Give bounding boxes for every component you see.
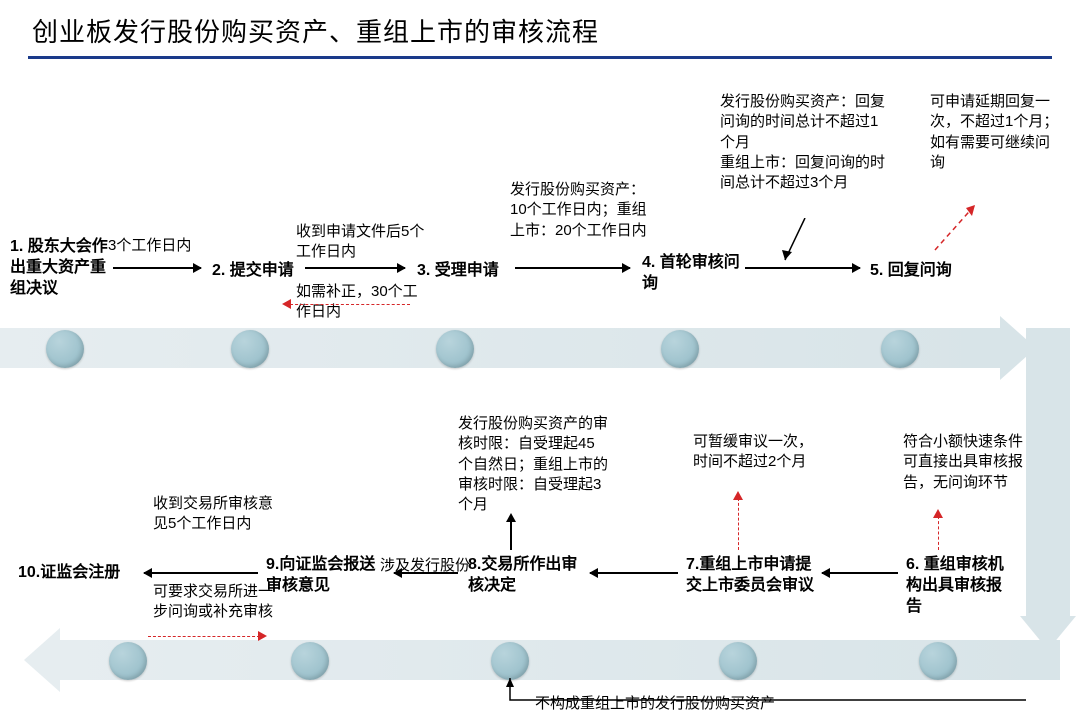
node-7 [719,642,757,680]
step-5-label: 5. 回复问询 [870,261,952,282]
timeline-bottom [60,640,1060,680]
note-8-9: 涉及发行股份 [380,556,470,576]
note-6-top: 符合小额快速条件可直接出具审核报告，无问询环节 [903,432,1033,493]
dash-10-9-head [258,631,267,641]
black-8-up [510,520,512,550]
arrow-2-3 [305,267,405,269]
node-3 [436,330,474,368]
dash-6-up-head [933,509,943,518]
note-8-top: 发行股份购买资产的审核时限：自受理起45个自然日；重组上市的审核时限：自受理起3… [458,414,608,515]
step-7-label: 7.重组上市申请提交上市委员会审议 [686,555,816,597]
node-9 [291,642,329,680]
note-7-top: 可暂缓审议一次，时间不超过2个月 [693,432,823,473]
dash-7-up [738,498,739,550]
dash-2-3 [290,304,410,305]
step-3-label: 3. 受理申请 [417,261,499,282]
arrow-9-10 [144,572,258,574]
dash-5-loop [930,200,990,260]
note-9-10a: 收到交易所审核意见5个工作日内 [153,494,283,535]
dash-7-up-head [733,491,743,500]
step-8-label: 8.交易所作出审核决定 [468,555,578,597]
note-1-2: 3个工作日内 [108,236,208,256]
page-title: 创业板发行股份购买资产、重组上市的审核流程 [32,12,599,49]
dash-2-3-head [282,299,291,309]
step-10-label: 10.证监会注册 [18,563,120,584]
arrow-7-8 [590,572,678,574]
note-5-top: 可申请延期回复一次，不超过1个月； 如有需要可继续问询 [930,92,1060,173]
arrow-6-7 [822,572,898,574]
step-2-label: 2. 提交申请 [212,261,294,282]
step-4-label: 4. 首轮审核问询 [642,253,742,295]
note-9-10b: 可要求交易所进一步问询或补充审核 [153,582,273,623]
step-9-label: 9.向证监会报送审核意见 [266,555,386,597]
step-1-label: 1. 股东大会作出重大资产重组决议 [10,237,110,299]
dash-6-up [938,516,939,550]
node-1 [46,330,84,368]
note-2-3b: 如需补正，30个工作日内 [296,282,426,323]
note-3-4: 发行股份购买资产：10个工作日内；重组上市：20个工作日内 [510,180,655,241]
node-10 [109,642,147,680]
black-8-up-head [506,513,516,522]
note-4-top: 发行股份购买资产：回复问询的时间总计不超过1个月 重组上市：回复问询的时间总计不… [720,92,890,193]
dash-10-9 [148,636,260,637]
arrow-3-4 [515,267,630,269]
step-6-label: 6. 重组审核机构出具审核报告 [906,555,1016,617]
title-underline [28,56,1052,59]
arrowhead-left [24,628,60,692]
node-8 [491,642,529,680]
bypass-line [506,678,1046,706]
node-5 [881,330,919,368]
node-6 [919,642,957,680]
note-2-3a: 收到申请文件后5个工作日内 [296,222,426,263]
arrow-1-2 [113,267,201,269]
node-2 [231,330,269,368]
note4-pointer [780,218,830,268]
node-4 [661,330,699,368]
timeline-top [0,328,1000,368]
